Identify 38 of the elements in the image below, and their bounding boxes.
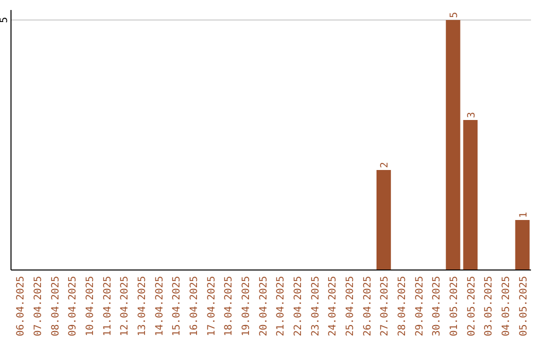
x-tick-label: 17.04.2025 [206,276,218,336]
bar [446,20,460,270]
bar [376,170,391,270]
x-tick-label: 25.04.2025 [345,276,356,336]
x-tick-label: 29.04.2025 [414,276,426,336]
x-tick-label: 26.04.2025 [362,276,374,336]
x-tick-label: 24.04.2025 [328,276,339,336]
x-tick-label: 18.04.2025 [224,276,235,336]
x-tick-label: 13.04.2025 [136,276,148,336]
x-tick-label: 08.04.2025 [50,276,62,336]
x-tick-label: 20.04.2025 [258,276,270,336]
bar [463,120,478,270]
x-tick-label: 09.04.2025 [68,276,79,336]
x-tick-label: 27.04.2025 [380,276,391,336]
x-tick-label: 05.05.2025 [518,276,530,336]
data-label: 2 [380,162,391,168]
x-tick-label: 22.04.2025 [293,276,304,336]
x-tick-label: 01.05.2025 [449,276,460,336]
x-tick-label: 28.04.2025 [397,276,408,336]
x-tick-label: 30.04.2025 [432,276,443,336]
x-tick-label: 10.04.2025 [84,276,96,336]
data-label: 3 [466,112,478,118]
x-tick-label: 06.04.2025 [16,276,27,336]
x-tick-label: 21.04.2025 [276,276,287,336]
x-tick-label: 23.04.2025 [310,276,322,336]
data-label: 5 [449,12,460,18]
x-tick-label: 04.05.2025 [501,276,512,336]
x-tick-label: 02.05.2025 [466,276,478,336]
data-label: 1 [518,212,530,218]
x-tick-label: 03.05.2025 [484,276,495,336]
bar [515,220,530,270]
x-tick-label: 14.04.2025 [154,276,166,336]
x-tick-label: 19.04.2025 [240,276,252,336]
x-tick-label: 15.04.2025 [172,276,183,336]
x-tick-label: 11.04.2025 [102,276,114,336]
x-tick-label: 12.04.2025 [120,276,131,336]
x-tick-label: 16.04.2025 [188,276,200,336]
x-tick-label: 07.04.2025 [32,276,44,336]
